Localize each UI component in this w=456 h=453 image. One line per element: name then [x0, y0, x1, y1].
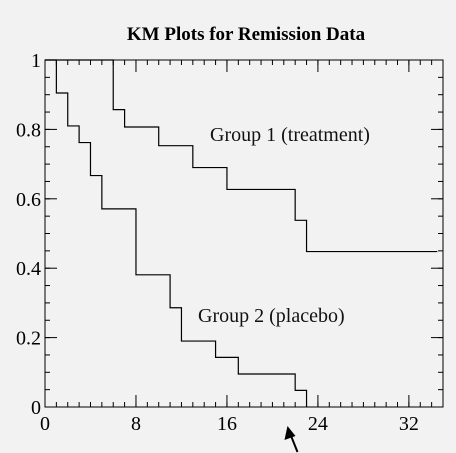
- series-line-1: [45, 59, 438, 253]
- y-tick-label: 0.6: [16, 189, 41, 211]
- x-tick-label: 0: [40, 413, 50, 435]
- x-tick-label: 24: [308, 413, 328, 435]
- major-ticks: [44, 59, 443, 408]
- minor-ticks: [44, 59, 444, 408]
- x-tick-label: 16: [217, 413, 237, 435]
- y-tick-label: 0.4: [16, 258, 41, 280]
- x-tick-label: 32: [399, 413, 419, 435]
- x-tick-labels: 0 8 16 24 32: [40, 413, 419, 435]
- arrow-head: [284, 426, 296, 440]
- series-lines: [45, 59, 438, 407]
- y-tick-label: 0.2: [16, 328, 41, 350]
- series-line-2: [45, 59, 308, 407]
- annotation-group-1: Group 1 (treatment): [210, 124, 370, 146]
- arrow-indicator: [284, 426, 299, 453]
- y-tick-label: 0.8: [16, 119, 41, 141]
- y-tick-label: 1: [31, 50, 41, 72]
- x-tick-label: 8: [131, 413, 141, 435]
- chart-title: KM Plots for Remission Data: [127, 24, 366, 45]
- plot-frame: [44, 59, 444, 408]
- y-tick-label: 0: [31, 397, 41, 419]
- annotation-group-2: Group 2 (placebo): [198, 305, 345, 327]
- y-tick-labels: 0 0.2 0.4 0.6 0.8 1: [16, 50, 41, 419]
